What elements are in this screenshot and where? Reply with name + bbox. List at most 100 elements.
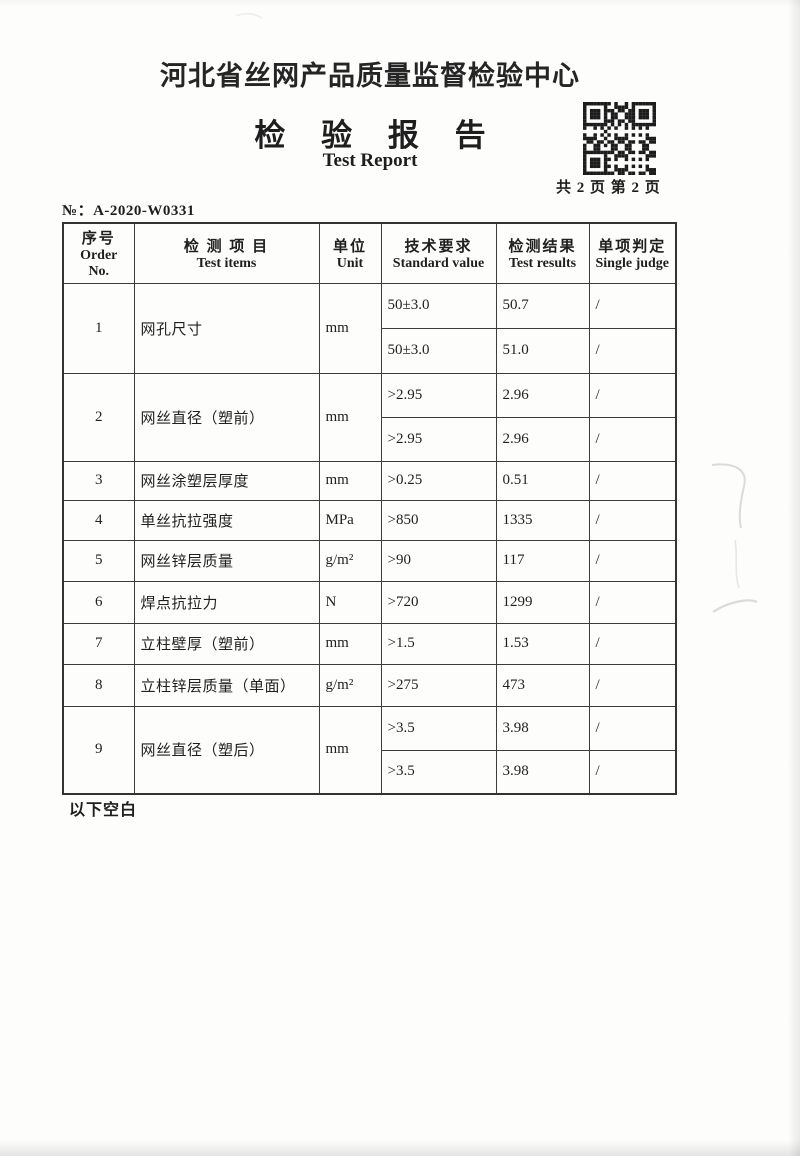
cell-test-item: 网丝涂塑层厚度 — [133, 460, 320, 501]
table-header-row: 序号 Order No. 检 测 项 目 Test items 单位 Unit 技术要求 St… — [62, 222, 677, 284]
table-row: >3.5 3.98/ — [63, 749, 677, 795]
cell-unit: mm — [318, 460, 382, 501]
cell-standard-value: 50±3.0 — [380, 282, 497, 329]
cell-test-item: 立柱壁厚（塑前） — [133, 622, 320, 665]
column-header: 检 测 项 目 Test items — [133, 222, 320, 284]
cell-single-judge: / — [588, 416, 677, 462]
cell-single-judge: / — [588, 705, 677, 751]
table-row: 2 网丝直径（塑前） mm >2.95 2.96/ — [62, 372, 677, 462]
cell-test-result: 3.98 — [495, 749, 590, 795]
column-header: 技术要求 Standard value — [380, 222, 497, 284]
column-header: 序号 Order No. — [62, 222, 135, 284]
cell-standard-value: >2.95 — [380, 372, 497, 418]
table-row: >2.95 2.96/ — [63, 416, 677, 462]
cell-standard-value: >3.5 — [380, 749, 497, 795]
column-header: 检测结果 Test results — [495, 222, 590, 284]
cell-single-judge: / — [588, 749, 677, 795]
table-row: 8 立柱锌层质量（单面） g/m² >275 473/ — [62, 663, 677, 707]
column-header-en: Unit — [336, 255, 364, 271]
report-number: №：A-2020-W0331 — [62, 203, 195, 219]
cell-unit: mm — [318, 622, 382, 665]
cell-test-result: 473 — [495, 663, 590, 707]
table-row: 3 网丝涂塑层厚度 mm >0.25 0.51/ — [62, 460, 677, 501]
table-row: 1 网孔尺寸 mm 50±3.0 50.7/ — [62, 282, 677, 374]
cell-test-result: 0.51 — [495, 460, 590, 501]
table-row: 7 立柱壁厚（塑前） mm >1.5 1.53/ — [62, 622, 677, 665]
cell-single-judge: / — [588, 327, 677, 374]
cell-unit: mm — [318, 372, 382, 462]
cell-unit: N — [318, 580, 382, 624]
cell-order-no: 6 — [62, 580, 135, 624]
column-header-cn: 单位 — [332, 238, 367, 255]
column-header-en: Standard value — [392, 255, 485, 271]
blank-below-note: 以下空白 — [69, 802, 138, 819]
column-header: 单项判定 Single judge — [588, 222, 677, 284]
cell-standard-value: 50±3.0 — [380, 327, 497, 374]
cell-order-no: 4 — [62, 499, 135, 541]
cell-single-judge: / — [588, 460, 677, 501]
cell-test-item: 网丝锌层质量 — [133, 539, 320, 582]
cell-unit: g/m² — [318, 539, 382, 582]
cell-single-judge: / — [588, 372, 677, 418]
cell-standard-value: >90 — [380, 539, 497, 582]
table-row: 50±3.0 51.0/ — [63, 327, 677, 374]
cell-test-item: 网丝直径（塑后） — [133, 705, 320, 795]
cell-test-result: 2.96 — [495, 416, 590, 462]
column-header-en: Single judge — [595, 255, 670, 271]
cell-order-no: 5 — [62, 539, 135, 582]
cell-order-no: 9 — [62, 705, 135, 795]
cell-standard-value: >3.5 — [380, 705, 497, 751]
cell-single-judge: / — [588, 282, 677, 329]
cell-order-no: 7 — [62, 622, 135, 665]
cell-standard-value: >720 — [380, 580, 497, 624]
cell-order-no: 2 — [62, 372, 135, 462]
cell-test-item: 单丝抗拉强度 — [133, 499, 320, 541]
cell-standard-value: >275 — [380, 663, 497, 707]
cell-test-result: 50.7 — [495, 282, 590, 329]
cell-single-judge: / — [588, 622, 677, 665]
cell-test-item: 焊点抗拉力 — [133, 580, 320, 624]
cell-standard-value: >850 — [380, 499, 497, 541]
cell-single-judge: / — [588, 663, 677, 707]
page-count: 共 2 页 第 2 页 — [556, 180, 661, 196]
cell-unit: mm — [318, 282, 382, 374]
cell-test-result: 1299 — [495, 580, 590, 624]
column-header-cn: 检 测 项 目 — [183, 238, 270, 255]
org-title: 河北省丝网产品质量监督检验中心 — [160, 61, 580, 91]
cell-test-result: 1335 — [495, 499, 590, 541]
column-header-cn: 单项判定 — [598, 238, 667, 255]
cell-test-result: 51.0 — [495, 327, 590, 374]
scan-edge-bottom — [0, 1140, 800, 1156]
cell-order-no: 8 — [62, 663, 135, 707]
test-results-table: 序号 Order No. 检 测 项 目 Test items 单位 Unit 技术要求 St… — [62, 222, 677, 795]
column-header-cn: 序号 — [81, 230, 116, 247]
cell-test-item: 网孔尺寸 — [133, 282, 320, 374]
scan-edge-top — [0, 0, 800, 8]
cell-test-result: 117 — [495, 539, 590, 582]
cell-order-no: 1 — [62, 282, 135, 374]
column-header-en: Order No. — [80, 247, 118, 279]
table-row: 9 网丝直径（塑后） mm >3.5 3.98/ — [62, 705, 677, 795]
cell-order-no: 3 — [62, 460, 135, 501]
cell-test-item: 立柱锌层质量（单面） — [133, 663, 320, 707]
table-row: 4 单丝抗拉强度 MPa >850 1335/ — [62, 499, 677, 541]
scan-edge-right — [788, 0, 800, 1156]
report-title-cn: 检 验 报 告 — [254, 118, 500, 153]
cell-single-judge: / — [588, 539, 677, 582]
cell-single-judge: / — [588, 580, 677, 624]
cell-test-result: 1.53 — [495, 622, 590, 665]
column-header: 单位 Unit — [318, 222, 382, 284]
table-row: 6 焊点抗拉力 N >720 1299/ — [62, 580, 677, 624]
column-header-cn: 技术要求 — [404, 238, 473, 255]
cell-test-result: 2.96 — [495, 372, 590, 418]
cell-standard-value: >2.95 — [380, 416, 497, 462]
cell-unit: MPa — [318, 499, 382, 541]
column-header-en: Test results — [508, 255, 577, 271]
cell-standard-value: >1.5 — [380, 622, 497, 665]
cell-test-result: 3.98 — [495, 705, 590, 751]
report-title-en: Test Report — [322, 150, 418, 171]
cell-standard-value: >0.25 — [380, 460, 497, 501]
table-row: 5 网丝锌层质量 g/m² >90 117/ — [62, 539, 677, 582]
cell-unit: mm — [318, 705, 382, 795]
